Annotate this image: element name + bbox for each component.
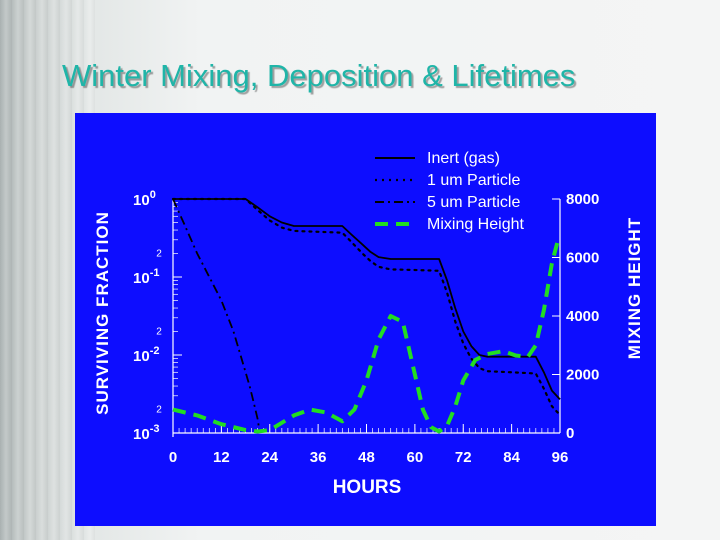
y-left-tick-exponent: 0 [150,189,156,201]
series-line-inert-gas [173,198,561,401]
x-axis-title: HOURS [333,477,402,498]
chart-svg: 0 12 24 36 48 60 72 84 96 100 10-1 10-2 10-3 2 2 2 8000 6… [93,150,644,498]
x-tick-label: 96 [552,449,569,466]
y-left-axis-title: SURVIVING FRACTION [93,211,112,415]
legend-entry-label: 1 um Particle [427,172,520,189]
y-left-minor-label: 2 [156,405,162,416]
x-tick-label: 60 [407,449,424,466]
y-right-axis-title: MIXING HEIGHT [625,217,644,359]
y-right-tick-label: 4000 [566,308,599,325]
series-line-1-um-particle [171,197,562,417]
y-right-tick-label: 0 [566,425,574,442]
series-line-5-um-particle [172,198,261,434]
y-left-minor-label: 2 [156,327,162,338]
y-left-tick-label: 100 [133,189,156,209]
legend-entry-label: 5 um Particle [427,194,520,211]
series-line-mixing-height [172,239,560,434]
x-tick-label: 72 [455,449,472,466]
axes-group: 0 12 24 36 48 60 72 84 96 100 10-1 10-2 10-3 2 2 2 8000 6… [133,189,599,466]
x-tick-label: 12 [213,449,230,466]
axis-labels-group: HOURS SURVIVING FRACTION MIXING HEIGHT [93,211,644,498]
x-tick-label: 36 [310,449,327,466]
y-left-tick-label: 10-3 [133,423,159,443]
slide-title: Winter Mixing, Deposition & Lifetimes [62,58,576,93]
y-left-tick-exponent: -2 [150,345,160,357]
y-left-minor-label: 2 [156,249,162,260]
y-left-tick-exponent: -3 [150,423,160,435]
y-right-tick-label: 2000 [566,367,599,384]
series-group [171,197,562,434]
y-left-tick-exponent: -1 [150,267,160,279]
x-tick-label: 48 [358,449,375,466]
x-tick-label: 84 [503,449,520,466]
legend: Inert (gas) 1 um Particle 5 um Particle Mix… [375,150,524,233]
y-right-tick-label: 8000 [566,191,599,208]
y-left-tick-label: 10-1 [133,267,159,287]
x-tick-label: 24 [261,449,278,466]
chart-panel: 0 12 24 36 48 60 72 84 96 100 10-1 10-2 10-3 2 2 2 8000 6… [75,113,656,526]
y-left-tick-label: 10-2 [133,345,159,365]
x-tick-label: 0 [169,449,177,466]
y-right-tick-label: 6000 [566,250,599,267]
legend-entry-label: Mixing Height [427,216,524,233]
legend-entry-label: Inert (gas) [427,150,500,167]
